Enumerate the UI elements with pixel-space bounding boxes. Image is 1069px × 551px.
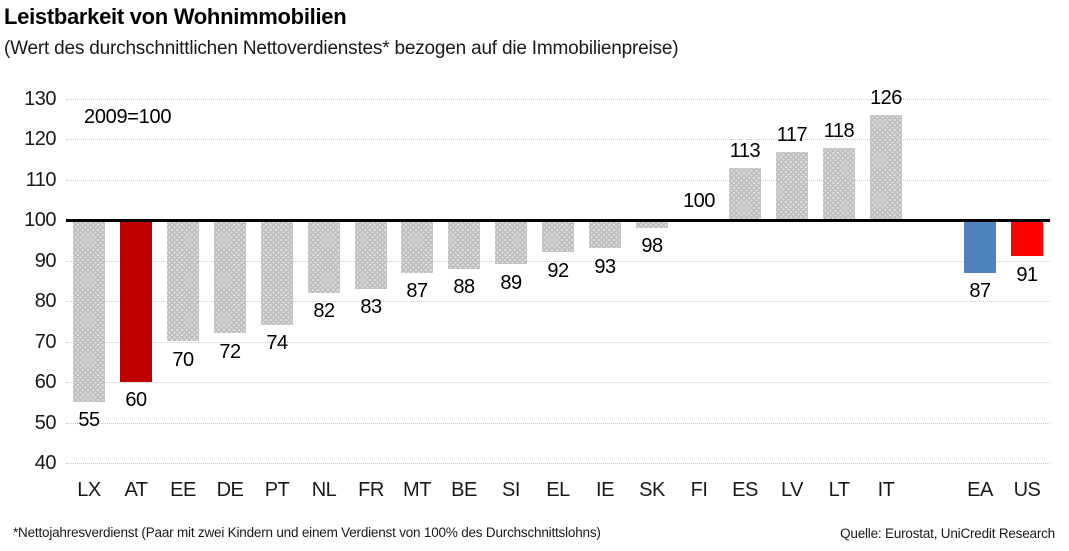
value-label-FR: 83 bbox=[360, 296, 382, 318]
value-label-MT: 87 bbox=[406, 280, 428, 302]
bar-DE bbox=[214, 220, 246, 333]
y-tick-label-60: 60 bbox=[34, 371, 57, 393]
bar-EL bbox=[542, 220, 574, 252]
bar-PT bbox=[261, 220, 293, 325]
value-label-EL: 92 bbox=[547, 260, 569, 282]
baseline-annotation: 2009=100 bbox=[84, 106, 172, 128]
value-label-IE: 93 bbox=[594, 256, 616, 278]
x-tick-label-IT: IT bbox=[877, 479, 895, 501]
y-tick-label-40: 40 bbox=[34, 452, 57, 474]
value-label-EE: 70 bbox=[172, 349, 194, 371]
value-label-NL: 82 bbox=[313, 300, 335, 322]
value-label-EA: 87 bbox=[969, 280, 991, 302]
x-tick-label-DE: DE bbox=[216, 479, 244, 501]
gridline-130 bbox=[66, 99, 1050, 100]
x-tick-label-MT: MT bbox=[403, 479, 431, 501]
y-tick-label-100: 100 bbox=[24, 209, 56, 231]
x-tick-label-LV: LV bbox=[781, 479, 803, 501]
bar-EA bbox=[964, 220, 996, 273]
gridline-50 bbox=[66, 423, 1050, 424]
x-tick-label-FI: FI bbox=[690, 479, 708, 501]
x-tick-label-LX: LX bbox=[77, 479, 101, 501]
bar-BE bbox=[448, 220, 480, 269]
y-tick-label-90: 90 bbox=[34, 250, 57, 272]
chart-title: Leistbarkeit von Wohnimmobilien bbox=[4, 4, 347, 29]
y-tick-label-80: 80 bbox=[34, 290, 57, 312]
x-tick-label-EA: EA bbox=[967, 479, 993, 501]
value-label-BE: 88 bbox=[453, 276, 475, 298]
gridline-120 bbox=[66, 139, 1050, 140]
value-label-SI: 89 bbox=[500, 272, 522, 294]
value-label-FI: 100 bbox=[683, 190, 715, 212]
bar-US bbox=[1011, 220, 1043, 256]
y-tick-label-120: 120 bbox=[24, 128, 56, 150]
y-tick-label-70: 70 bbox=[34, 331, 57, 353]
x-tick-label-BE: BE bbox=[451, 479, 477, 501]
gridline-70 bbox=[66, 342, 1050, 343]
value-label-LX: 55 bbox=[78, 409, 100, 431]
y-tick-label-130: 130 bbox=[24, 88, 56, 110]
bar-LV bbox=[776, 152, 808, 221]
y-tick-label-50: 50 bbox=[34, 412, 57, 434]
value-label-AT: 60 bbox=[125, 389, 147, 411]
value-label-IT: 126 bbox=[870, 87, 902, 109]
bar-FR bbox=[355, 220, 387, 289]
bar-IE bbox=[589, 220, 621, 248]
bar-MT bbox=[401, 220, 433, 273]
bar-LX bbox=[73, 220, 105, 402]
value-label-US: 91 bbox=[1016, 264, 1038, 286]
chart-footnote: *Nettojahresverdienst (Paar mit zwei Kin… bbox=[13, 525, 601, 540]
bar-AT bbox=[120, 220, 152, 382]
value-label-SK: 98 bbox=[641, 235, 663, 257]
value-label-LV: 117 bbox=[776, 124, 808, 146]
source-credit: Quelle: Eurostat, UniCredit Research bbox=[840, 526, 1055, 541]
value-label-PT: 74 bbox=[266, 332, 288, 354]
x-tick-label-SK: SK bbox=[639, 479, 665, 501]
bar-NL bbox=[308, 220, 340, 293]
bar-EE bbox=[167, 220, 199, 341]
x-tick-label-EE: EE bbox=[170, 479, 196, 501]
value-label-DE: 72 bbox=[219, 341, 241, 363]
bar-SK bbox=[636, 220, 668, 228]
x-tick-label-EL: EL bbox=[546, 479, 570, 501]
x-tick-label-PT: PT bbox=[264, 479, 290, 501]
bar-IT bbox=[870, 115, 902, 220]
gridline-110 bbox=[66, 180, 1050, 181]
x-tick-label-ES: ES bbox=[732, 479, 758, 501]
gridline-60 bbox=[66, 382, 1050, 383]
y-tick-label-110: 110 bbox=[25, 169, 57, 191]
gridline-40 bbox=[66, 463, 1050, 464]
value-label-LT: 118 bbox=[823, 120, 855, 142]
x-tick-label-SI: SI bbox=[502, 479, 520, 501]
x-tick-label-US: US bbox=[1013, 479, 1041, 501]
x-tick-label-IE: IE bbox=[596, 479, 614, 501]
value-label-ES: 113 bbox=[729, 140, 761, 162]
bar-ES bbox=[729, 168, 761, 221]
baseline-100-line bbox=[66, 219, 1050, 222]
x-tick-label-AT: AT bbox=[124, 479, 148, 501]
x-tick-label-FR: FR bbox=[358, 479, 384, 501]
gridline-80 bbox=[66, 301, 1050, 302]
x-tick-label-LT: LT bbox=[828, 479, 850, 501]
bar-LT bbox=[823, 148, 855, 221]
chart-subtitle: (Wert des durchschnittlichen Nettoverdie… bbox=[4, 38, 679, 59]
gridline-90 bbox=[66, 261, 1050, 262]
bar-SI bbox=[495, 220, 527, 264]
x-tick-label-NL: NL bbox=[311, 479, 337, 501]
